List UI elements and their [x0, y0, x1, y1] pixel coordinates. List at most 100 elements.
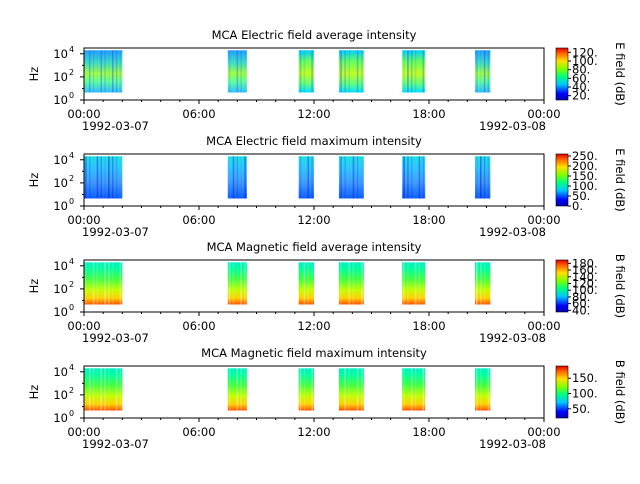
colorbar-label: B field (dB): [613, 360, 627, 424]
segment-streak: [244, 262, 246, 305]
segment-streak: [340, 50, 342, 93]
segment-streak: [360, 368, 363, 411]
colorbar-tick-label: 40.: [572, 80, 590, 94]
segment-fill: [475, 156, 491, 199]
spectrogram-segment: [402, 262, 426, 305]
segment-streak: [407, 50, 409, 93]
segment-streak: [104, 368, 106, 411]
y-tick-exponent: 2: [69, 68, 74, 77]
x-date-end: 1992-03-08: [479, 437, 546, 451]
segment-streak: [303, 368, 306, 411]
panel-title: MCA Magnetic field average intensity: [207, 240, 422, 254]
colorbar-tick-label: 200.: [572, 159, 598, 173]
segment-streak: [348, 50, 351, 93]
segment-streak: [88, 50, 91, 93]
x-tick-label: 12:00: [297, 213, 330, 227]
y-tick-label: 10: [53, 411, 68, 425]
segment-fill: [298, 50, 314, 93]
segment-streak: [104, 262, 106, 305]
segment-streak: [108, 262, 110, 305]
segment-fill: [298, 368, 314, 411]
segment-streak: [85, 368, 87, 411]
segment-streak: [96, 262, 99, 305]
segment-streak: [418, 368, 421, 411]
segment-streak: [85, 156, 87, 199]
segment-streak: [100, 50, 103, 93]
segment-fill: [402, 368, 426, 411]
segment-fill: [402, 50, 426, 93]
segment-streak: [92, 50, 95, 93]
segment-streak: [476, 156, 478, 199]
segment-streak: [119, 50, 122, 93]
x-tick-label: 00:00: [67, 213, 100, 227]
spectrogram-segment: [298, 262, 314, 305]
segment-streak: [487, 156, 490, 199]
panel-title: MCA Magnetic field maximum intensity: [201, 346, 427, 360]
segment-streak: [352, 156, 355, 199]
spectrogram-segment: [475, 368, 491, 411]
segment-streak: [244, 368, 246, 411]
segment-streak: [303, 50, 306, 93]
spectrogram-segment: [402, 368, 426, 411]
segment-streak: [483, 50, 486, 93]
segment-streak: [344, 50, 346, 93]
colorbar-tick-label: 60.: [572, 297, 590, 311]
segment-streak: [307, 156, 310, 199]
segment-streak: [414, 368, 417, 411]
x-date-start: 1992-03-07: [82, 331, 149, 345]
segment-streak: [348, 368, 351, 411]
segment-streak: [422, 368, 425, 411]
spectrogram-segment: [402, 156, 426, 199]
x-tick-label: 00:00: [67, 425, 100, 439]
spectrogram-segment: [338, 262, 364, 305]
spectrogram-segment: [84, 50, 123, 93]
y-axis-label: Hz: [27, 67, 41, 82]
segment-streak: [111, 50, 114, 93]
segment-streak: [418, 156, 421, 199]
x-tick-label: 06:00: [182, 319, 215, 333]
segment-fill: [298, 156, 314, 199]
y-tick-label: 10: [53, 388, 68, 402]
colorbar-label: B field (dB): [613, 254, 627, 318]
y-tick-label: 10: [53, 259, 68, 273]
colorbar-gradient: [555, 153, 569, 207]
spectrogram-segment: [402, 50, 426, 93]
segment-streak: [85, 262, 87, 305]
colorbar-tick-label: 100.: [572, 387, 598, 401]
colorbar-tick-label: 20.: [572, 89, 590, 103]
y-tick-label: 10: [53, 282, 68, 296]
x-date-end: 1992-03-08: [479, 119, 546, 133]
segment-streak: [307, 262, 310, 305]
segment-streak: [244, 50, 246, 93]
x-tick-label: 12:00: [297, 319, 330, 333]
segment-streak: [356, 156, 359, 199]
segment-streak: [407, 156, 409, 199]
colorbar-tick-label: 140.: [572, 270, 598, 284]
spectrogram-segment: [475, 262, 491, 305]
segment-streak: [479, 156, 482, 199]
segment-streak: [352, 368, 355, 411]
segment-streak: [410, 368, 413, 411]
colorbar-tick-label: 150.: [572, 371, 598, 385]
colorbar-tick-label: 50.: [572, 189, 590, 203]
segment-streak: [236, 262, 239, 305]
spectrogram-segment: [338, 50, 364, 93]
segment-streak: [96, 368, 99, 411]
segment-streak: [414, 262, 417, 305]
colorbar: 20.40.60.80.100.120. E field (dB): [555, 42, 627, 106]
segment-streak: [100, 368, 103, 411]
spectrogram-segment: [298, 368, 314, 411]
segment-streak: [487, 50, 490, 93]
x-tick-label: 12:00: [297, 425, 330, 439]
colorbar-tick-label: 160.: [572, 263, 598, 277]
spectrogram-segment: [298, 156, 314, 199]
spectrogram-segment: [84, 262, 123, 305]
segment-streak: [299, 368, 302, 411]
colorbar-tick-label: 50.: [572, 402, 590, 416]
segment-streak: [479, 262, 482, 305]
segment-streak: [403, 156, 405, 199]
